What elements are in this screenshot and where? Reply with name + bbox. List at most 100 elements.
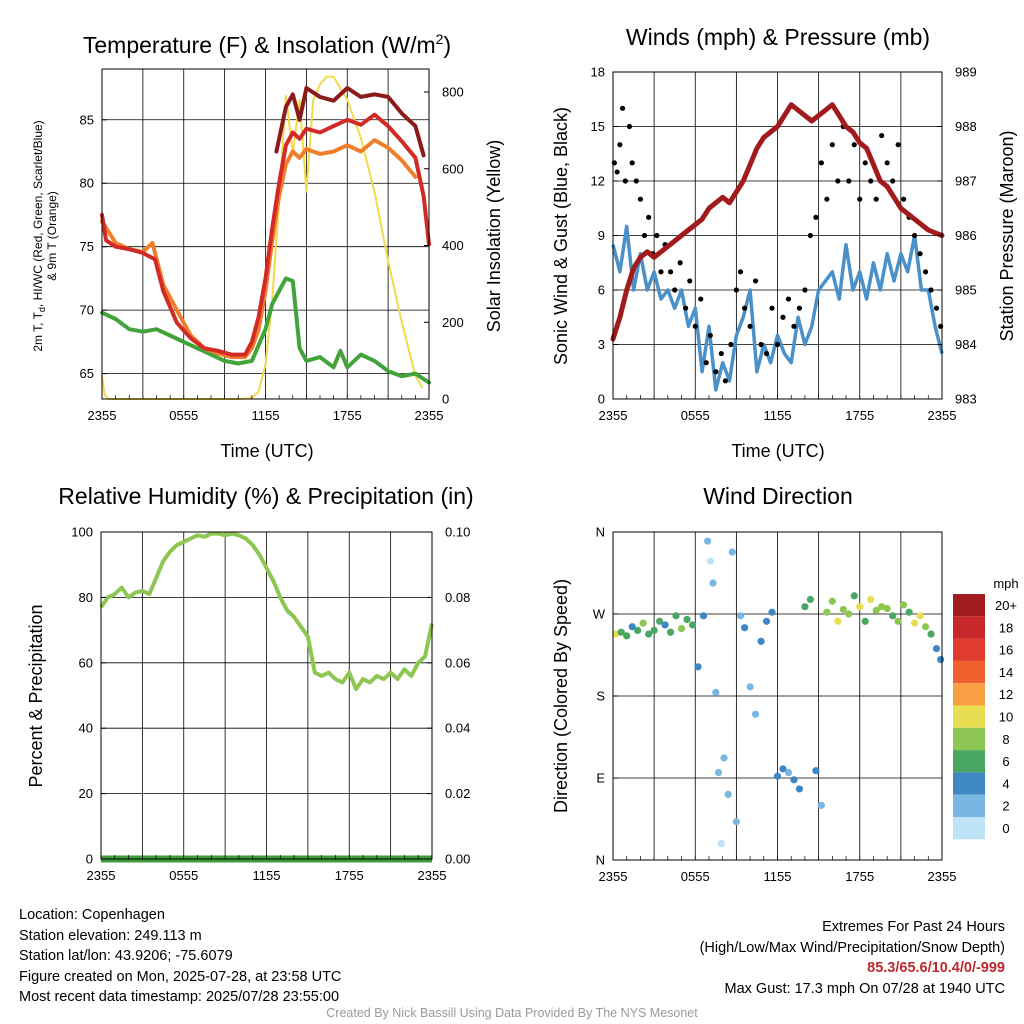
direction-point bbox=[677, 624, 686, 633]
y2-tick-label: 985 bbox=[955, 283, 977, 298]
gust-point bbox=[917, 251, 923, 257]
gust-point bbox=[747, 323, 753, 329]
legend-label: 4 bbox=[1002, 776, 1009, 791]
gust-point bbox=[813, 214, 819, 220]
y2-tick-label: 0.06 bbox=[445, 655, 470, 670]
gust-point bbox=[722, 378, 729, 384]
direction-point bbox=[628, 623, 636, 631]
direction-point bbox=[883, 604, 891, 613]
gust-point bbox=[658, 269, 664, 275]
gust-point bbox=[774, 341, 781, 348]
direction-point bbox=[650, 626, 658, 635]
direction-point bbox=[736, 612, 745, 620]
temperature-ticks: 2355 0555 1155 1755 2355 65 70 75 80 85 0 200 400 600… bbox=[80, 85, 464, 423]
direction-point bbox=[712, 688, 720, 696]
legend-swatch bbox=[953, 594, 985, 617]
x-tick-label: 1155 bbox=[764, 408, 792, 423]
series-line-9m-t bbox=[100, 138, 418, 360]
gust-point bbox=[846, 178, 852, 184]
direction-point bbox=[861, 617, 869, 625]
direction-point bbox=[845, 610, 853, 618]
temperature-grid bbox=[102, 69, 429, 399]
direction-point bbox=[617, 628, 625, 636]
direction-point bbox=[932, 645, 941, 653]
direction-point bbox=[666, 628, 675, 636]
y2-tick-label: 987 bbox=[955, 174, 977, 189]
direction-ylabel: Direction (Colored By Speed) bbox=[551, 579, 571, 813]
x-tick-label: 0555 bbox=[169, 408, 198, 423]
legend-swatch bbox=[953, 683, 985, 706]
gust-point bbox=[780, 314, 786, 320]
direction-point bbox=[717, 840, 725, 848]
gust-point bbox=[922, 269, 929, 275]
y2-tick-label: 986 bbox=[955, 228, 977, 243]
direction-point bbox=[709, 579, 717, 587]
y-tick-label: 60 bbox=[79, 655, 93, 670]
speed-legend: 20+ 18 16 14 12 10 8 6 4 2 0 bbox=[953, 594, 1017, 840]
y-tick-label: 65 bbox=[80, 366, 94, 381]
x-tick-label: 1755 bbox=[333, 408, 362, 423]
y-tick-label: 18 bbox=[591, 65, 605, 80]
direction-point bbox=[910, 619, 919, 627]
gust-point bbox=[807, 232, 814, 239]
y-tick-label: 0 bbox=[598, 392, 605, 407]
direction-point bbox=[773, 772, 782, 780]
x-tick-label: 2355 bbox=[928, 869, 957, 884]
gust-point bbox=[641, 232, 648, 239]
temperature-panel: Temperature (F) & Insolation (W/m2) 2355… bbox=[31, 31, 504, 461]
gust-point bbox=[769, 305, 775, 311]
direction-point bbox=[768, 608, 776, 616]
direction-point bbox=[823, 608, 831, 616]
series-line-station-pressure bbox=[610, 102, 945, 342]
x-tick-label: 0555 bbox=[681, 869, 710, 884]
humidity-ticks: 2355 0555 1155 1755 23550204060801000.000.02… bbox=[71, 525, 470, 884]
x-tick-label: 0555 bbox=[681, 408, 710, 423]
x-tick-label: 2355 bbox=[415, 408, 444, 423]
y2-tick-label: 200 bbox=[442, 315, 464, 330]
recent-timestamp: Most recent data timestamp: 2025/07/28 2… bbox=[19, 989, 340, 1005]
max-gust: Max Gust: 17.3 mph On 07/28 at 1940 UTC bbox=[724, 980, 1005, 997]
y-tick-label: N bbox=[596, 853, 605, 868]
temperature-ylabel-line2: & 9m T (Orange) bbox=[45, 191, 59, 281]
y2-tick-label: 0.08 bbox=[445, 590, 470, 605]
y-tick-label: 75 bbox=[80, 239, 94, 254]
gust-point bbox=[763, 350, 770, 357]
gust-point bbox=[733, 287, 739, 293]
y-tick-label: 80 bbox=[80, 176, 94, 191]
series-line-solar-insolation bbox=[101, 75, 424, 400]
legend-label: 12 bbox=[999, 687, 1013, 702]
direction-point bbox=[732, 818, 740, 826]
y2-tick-label: 989 bbox=[955, 65, 977, 80]
y-tick-label: 70 bbox=[80, 303, 94, 318]
direction-point bbox=[714, 768, 723, 777]
insolation-ylabel: Solar Insolation (Yellow) bbox=[484, 140, 504, 332]
y-tick-label: 12 bbox=[591, 174, 605, 189]
credit-line: Created By Nick Bassill Using Data Provi… bbox=[326, 1006, 698, 1020]
gust-point bbox=[857, 196, 863, 202]
gust-point bbox=[862, 160, 868, 166]
gust-point bbox=[687, 278, 693, 284]
direction-point bbox=[645, 630, 653, 638]
gust-point bbox=[791, 323, 797, 329]
gust-point bbox=[829, 142, 835, 148]
direction-point bbox=[724, 790, 732, 799]
humidity-ylabel: Percent & Precipitation bbox=[26, 604, 46, 787]
y-tick-label: E bbox=[596, 771, 605, 786]
gust-point bbox=[707, 332, 713, 339]
legend-label: 20+ bbox=[995, 598, 1017, 613]
y-tick-label: 20 bbox=[79, 786, 93, 801]
direction-point bbox=[688, 621, 697, 629]
legend-label: 10 bbox=[999, 710, 1013, 725]
direction-point bbox=[817, 801, 825, 809]
direction-point bbox=[867, 595, 875, 604]
legend-label: 8 bbox=[1002, 732, 1009, 747]
gust-point bbox=[835, 178, 841, 184]
direction-point bbox=[916, 612, 924, 620]
series-line-hi-wc bbox=[274, 86, 426, 158]
gust-point bbox=[884, 160, 890, 166]
x-tick-label: 1755 bbox=[335, 868, 364, 883]
winds-title: Winds (mph) & Pressure (mb) bbox=[626, 24, 930, 50]
extremes-values: 85.3/65.6/10.4/0/-999 bbox=[867, 960, 1005, 976]
temperature-series bbox=[100, 75, 431, 400]
